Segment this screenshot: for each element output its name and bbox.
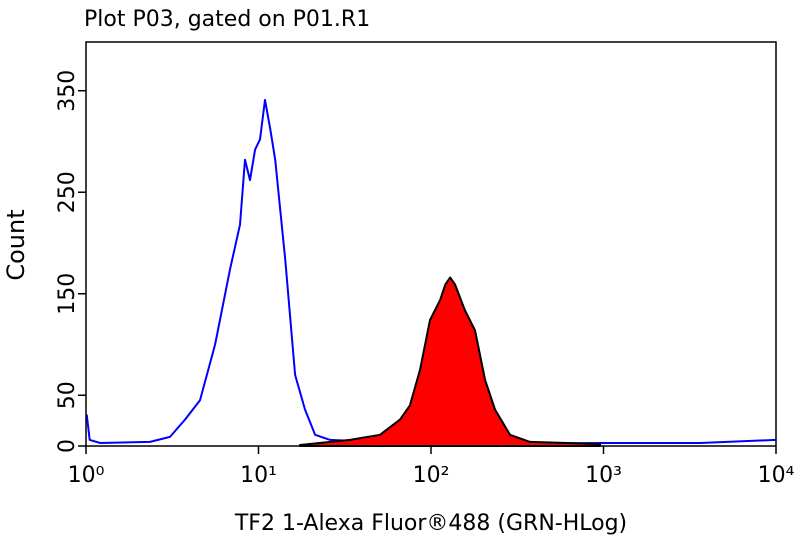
x-tick-label: 10⁴ <box>758 463 795 488</box>
x-tick-label: 10³ <box>585 463 622 488</box>
x-tick-label: 10⁰ <box>68 463 105 488</box>
x-axis-label: TF2 1-Alexa Fluor®488 (GRN-HLog) <box>234 511 627 536</box>
y-tick-label: 0 <box>55 439 80 453</box>
histogram-area <box>299 276 602 447</box>
y-tick-label: 350 <box>55 70 80 112</box>
y-tick-label: 50 <box>55 381 80 409</box>
x-tick-label: 10¹ <box>240 463 277 488</box>
y-tick-label: 150 <box>55 273 80 315</box>
y-axis-label: Count <box>2 209 30 280</box>
x-tick-label: 10² <box>413 463 450 488</box>
chart-title: Plot P03, gated on P01.R1 <box>84 7 370 32</box>
y-tick-label: 250 <box>55 171 80 213</box>
